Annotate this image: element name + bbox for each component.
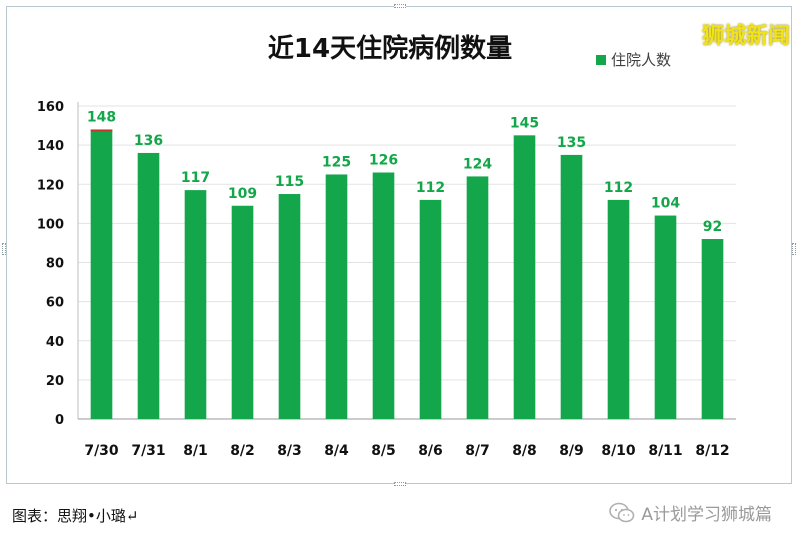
y-tick-label: 0	[55, 413, 64, 428]
bar	[607, 199, 630, 419]
data-label: 125	[322, 154, 351, 170]
legend-label: 住院人数	[611, 51, 672, 69]
resize-handle-top[interactable]	[394, 4, 406, 8]
source-attribution: A计划学习狮城篇	[609, 500, 772, 525]
data-label: 136	[134, 133, 163, 149]
data-label: 124	[463, 156, 492, 172]
x-tick-label: 8/8	[512, 443, 537, 459]
resize-handle-bottom[interactable]	[394, 482, 406, 486]
y-tick-label: 140	[37, 139, 64, 154]
data-label: 104	[651, 196, 680, 212]
y-tick-label: 120	[37, 178, 64, 193]
data-label: 135	[557, 135, 586, 151]
data-label: 145	[510, 115, 539, 131]
bar	[137, 152, 160, 419]
y-tick-label: 80	[46, 257, 64, 272]
data-label: 115	[275, 174, 304, 190]
y-tick-label: 100	[37, 217, 64, 232]
bar	[419, 199, 442, 419]
x-tick-label: 8/9	[559, 443, 584, 459]
bar	[560, 154, 583, 419]
bar	[701, 239, 724, 419]
x-tick-label: 8/3	[277, 443, 302, 459]
y-tick-label: 160	[37, 100, 64, 115]
resize-handle-right[interactable]	[792, 243, 796, 255]
bar	[231, 205, 254, 419]
x-tick-label: 8/2	[230, 443, 255, 459]
bar	[372, 172, 395, 419]
data-label: 112	[604, 180, 633, 196]
data-label: 117	[181, 170, 210, 186]
bar	[466, 176, 489, 419]
x-tick-label: 8/5	[371, 443, 396, 459]
x-tick-label: 8/12	[695, 443, 729, 459]
data-label: 126	[369, 153, 398, 169]
x-tick-label: 8/4	[324, 443, 349, 459]
y-tick-label: 20	[46, 374, 64, 389]
bar	[184, 190, 207, 419]
bar	[513, 135, 536, 419]
y-tick-label: 60	[46, 296, 64, 311]
wechat-icon	[609, 502, 635, 522]
x-tick-label: 8/10	[601, 443, 636, 459]
chart-credit: 图表：思翔•小璐↵	[12, 507, 139, 525]
bar	[278, 194, 301, 419]
x-tick-label: 7/31	[131, 443, 165, 459]
bar-top-accent	[90, 129, 113, 132]
bar	[654, 215, 677, 419]
data-label: 112	[416, 180, 445, 196]
data-label: 109	[228, 186, 257, 202]
legend-swatch	[596, 54, 606, 65]
x-tick-label: 7/30	[84, 443, 119, 459]
resize-handle-left[interactable]	[2, 243, 6, 255]
x-tick-label: 8/1	[183, 443, 208, 459]
x-tick-label: 8/6	[418, 443, 443, 459]
legend: 住院人数	[596, 49, 671, 70]
source-label: A计划学习狮城篇	[641, 505, 772, 525]
bar	[325, 174, 348, 419]
watermark: 狮城新闻	[701, 24, 790, 49]
y-tick-label: 40	[46, 335, 64, 350]
bar	[90, 129, 113, 419]
chart-title: 近14天住院病例数量	[267, 34, 513, 64]
x-tick-label: 8/7	[465, 443, 490, 459]
data-label: 92	[703, 219, 722, 235]
bar-chart: 0 20 40 60 80 100 120 140 160 148 7/30 136 7/31 117 8/…	[37, 100, 736, 459]
x-tick-label: 8/11	[648, 443, 682, 459]
data-label: 148	[87, 109, 116, 125]
